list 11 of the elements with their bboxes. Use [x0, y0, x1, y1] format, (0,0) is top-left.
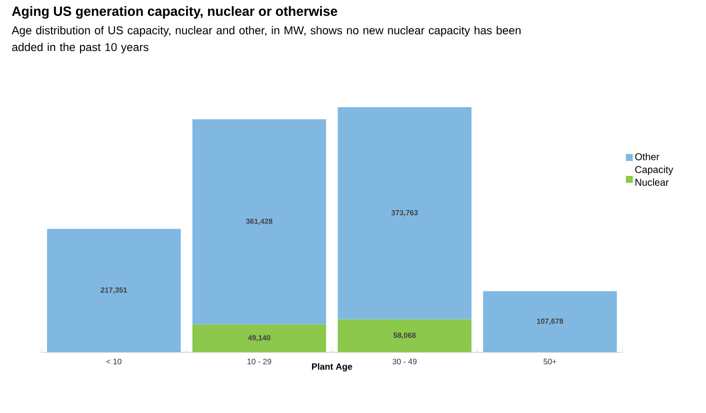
- bar: [47, 229, 181, 352]
- chart-subtitle: Age distribution of US capacity, nuclear and other, in MW, shows no new nuclear capacity has been added in the past 10 years: [12, 26, 521, 54]
- bar: [338, 107, 472, 320]
- bar: [483, 291, 617, 352]
- chart-title: Aging US generation capacity, nuclear or otherwise: [12, 6, 338, 19]
- legend-label: Nuclear: [636, 178, 669, 186]
- legend-label: Other Capacity: [635, 153, 674, 176]
- bar: [338, 319, 472, 352]
- x-axis-title: Plant Age: [312, 363, 352, 372]
- bar: [192, 324, 326, 352]
- bar: [192, 119, 326, 324]
